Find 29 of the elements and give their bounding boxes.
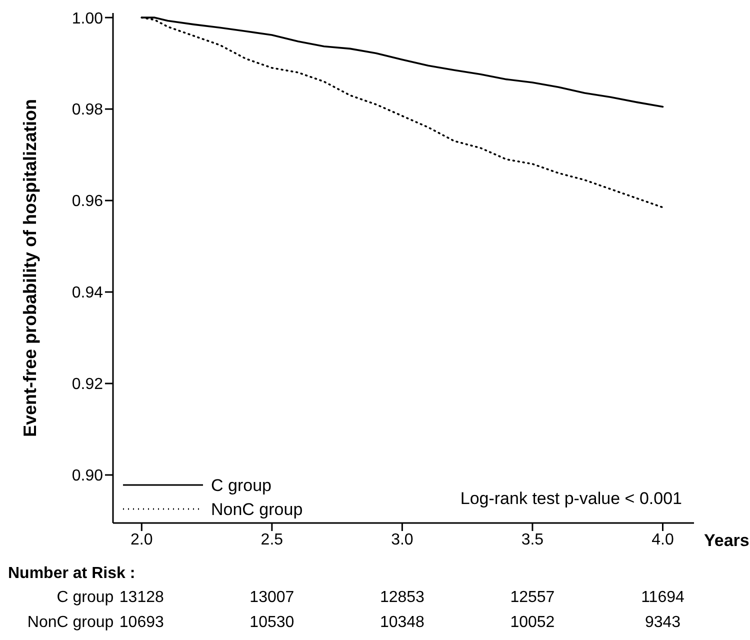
text: 13128	[119, 589, 164, 607]
x-tick-label: 3.5	[521, 531, 544, 548]
text: 12557	[510, 589, 555, 607]
text: 13007	[250, 589, 294, 607]
y-tick-label: 0.96	[72, 193, 104, 210]
y-tick-label: 0.90	[72, 468, 104, 485]
y-axis-title: Event-free probability of hospitalization	[20, 98, 40, 438]
y-tick-label: 0.92	[72, 376, 104, 394]
text: 11694	[641, 589, 684, 607]
y-tick-label: 0.94	[72, 284, 104, 302]
text: NonC group	[27, 614, 114, 632]
text: 9343	[644, 614, 681, 632]
text: Number at Risk :	[8, 565, 136, 583]
text: 10530	[250, 614, 294, 632]
y-tick-label: 0.98	[72, 102, 104, 119]
x-axis-title: Years	[704, 531, 750, 551]
x-tick-label: 3.0	[391, 531, 414, 548]
x-tick-label: 2.0	[130, 531, 153, 548]
text: C group	[56, 589, 114, 607]
legend-label: C group	[211, 476, 272, 495]
text: 12853	[380, 589, 424, 607]
y-tick-label: 1.00	[72, 10, 104, 28]
text: 10052	[510, 614, 555, 632]
x-tick-label: 2.5	[260, 531, 284, 548]
legend-label: NonC group	[211, 500, 303, 519]
annotation: Log-rank test p-value < 0.001	[460, 489, 682, 509]
text: 10348	[380, 614, 424, 632]
x-tick-label: 4.0	[652, 531, 674, 548]
text: 10693	[119, 614, 164, 632]
